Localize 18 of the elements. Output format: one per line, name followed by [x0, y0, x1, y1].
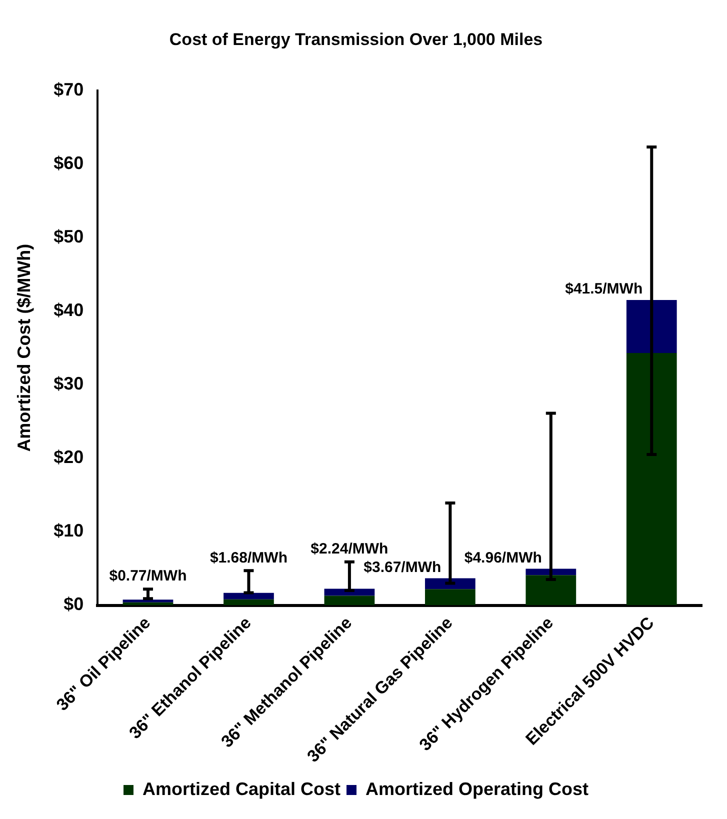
total-label: $4.96/MWh	[464, 549, 542, 566]
total-label: $0.77/MWh	[109, 568, 187, 585]
y-tick-label: $10	[54, 520, 84, 541]
total-label: $41.5/MWh	[565, 280, 643, 298]
chart-title: Cost of Energy Transmission Over 1,000 Miles	[169, 30, 543, 49]
legend-label: Amortized Capital Cost	[142, 778, 341, 799]
y-tick-label: $70	[54, 79, 84, 100]
y-axis-title: Amortized Cost ($/MWh)	[14, 244, 34, 452]
y-tick-label: $40	[54, 300, 84, 320]
y-tick-label: $50	[54, 226, 84, 246]
y-tick-label: $20	[54, 447, 84, 468]
total-label: $3.67/MWh	[364, 558, 442, 576]
y-tick-label: $60	[54, 152, 84, 173]
legend-label: Amortized Operating Cost	[366, 778, 589, 799]
y-tick-label: $0	[64, 594, 84, 614]
total-label: $1.68/MWh	[210, 549, 288, 566]
total-label: $2.24/MWh	[310, 540, 388, 558]
y-tick-label: $30	[54, 374, 84, 394]
